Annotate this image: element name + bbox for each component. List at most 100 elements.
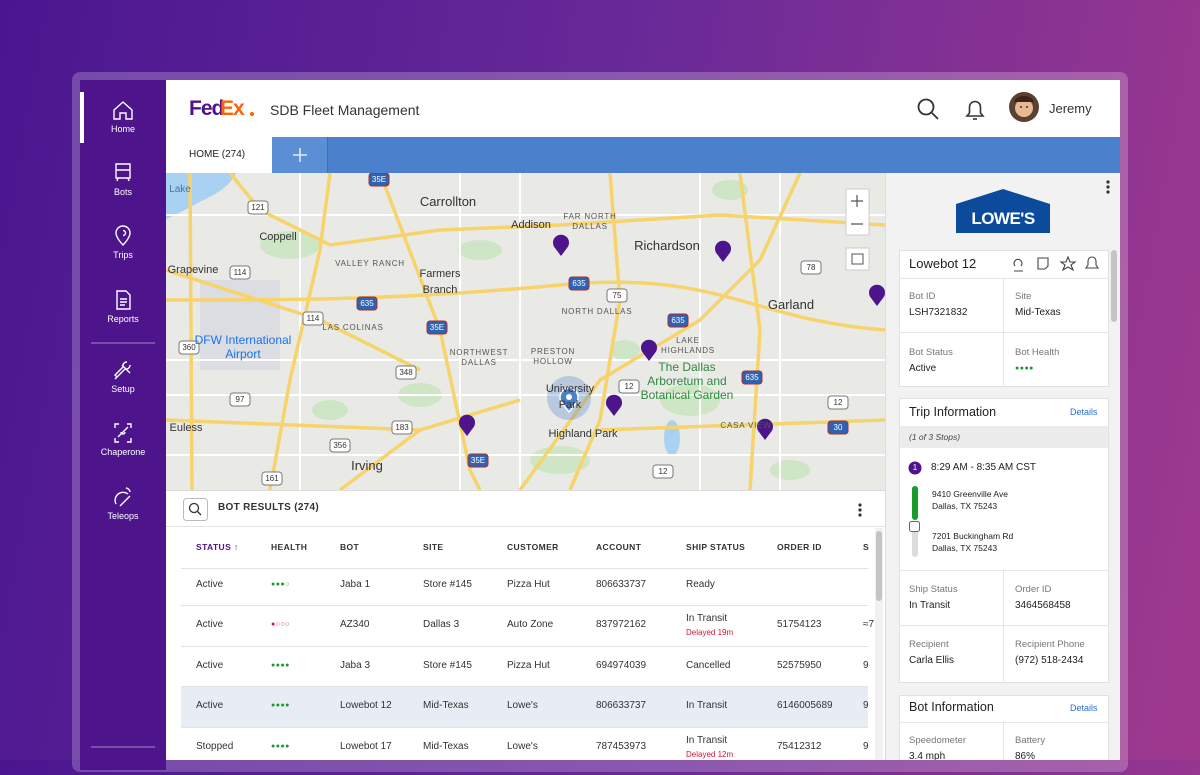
header-icons	[917, 92, 1039, 122]
search-glyph	[188, 502, 200, 514]
shield-label: 635	[360, 299, 374, 308]
shield-label: 12	[658, 467, 668, 476]
column-header[interactable]: HEALTH	[271, 542, 308, 552]
cell-status: Stopped	[196, 741, 234, 752]
details-link[interactable]: Details	[1070, 407, 1098, 417]
bell-icon[interactable]	[965, 100, 985, 120]
row-highlight	[181, 686, 868, 727]
field-label: Recipient Phone	[1015, 639, 1085, 650]
field-value: 86%	[1015, 751, 1036, 760]
park	[312, 400, 348, 420]
user-name[interactable]: Jeremy	[1049, 101, 1092, 116]
highway-shield	[568, 276, 590, 291]
map-label: Addison	[511, 219, 551, 231]
bot-pin[interactable]	[553, 234, 569, 256]
column-header[interactable]: ACCOUNT	[596, 542, 642, 552]
bot-pin[interactable]	[459, 414, 475, 436]
brand-logo	[956, 189, 1050, 233]
step-badge	[908, 461, 922, 475]
column-header[interactable]: ORDER ID	[777, 542, 822, 552]
column-header[interactable]: SITE	[423, 542, 444, 552]
selected-pin	[559, 387, 579, 414]
highway-shield	[247, 200, 269, 215]
field-label: Bot ID	[909, 291, 936, 302]
nav-label[interactable]: Trips	[113, 250, 133, 260]
map-label: Irving	[351, 458, 383, 473]
bot-name: Lowebot 12	[909, 256, 977, 271]
nav-label[interactable]: Teleops	[107, 511, 139, 521]
tab-label[interactable]: HOME (274)	[189, 149, 246, 160]
cell-delay: Delayed 19m	[686, 628, 734, 637]
column-header[interactable]: S	[863, 542, 870, 552]
highway-shield	[395, 365, 417, 380]
cell-site: Store #145	[423, 660, 472, 671]
cell-customer: Pizza Hut	[507, 660, 550, 671]
field-value: ●●●●	[1015, 365, 1034, 372]
cell-order-id: 51754123	[777, 619, 822, 630]
cell-order-id: 52575950	[777, 660, 822, 671]
tab-add[interactable]	[272, 137, 328, 173]
map-label: Highland Park	[548, 428, 618, 440]
bot-pin[interactable]	[606, 394, 622, 416]
cell-bot: Jaba 3	[340, 660, 371, 671]
highway-shield	[329, 438, 351, 453]
nav-label[interactable]: Home	[110, 124, 135, 134]
kebab-dot	[1106, 190, 1110, 194]
column-header[interactable]: BOT	[340, 542, 360, 552]
highway-shield	[229, 265, 251, 280]
column-header[interactable]: SHIP STATUS	[686, 542, 746, 552]
shield-label: 121	[251, 203, 265, 212]
bot-pin[interactable]	[757, 418, 773, 440]
highway-shield	[261, 471, 283, 486]
cell-s: ≈7	[863, 619, 875, 630]
field-value: 3464568458	[1015, 600, 1071, 611]
tab-active[interactable]	[166, 137, 272, 173]
bot-pin[interactable]	[868, 284, 885, 306]
detail-panel: LOWE'S Lowebot 12 Bot ID LSH7321832 Site Mid-…	[885, 173, 1120, 760]
highway-shield	[467, 453, 489, 468]
cell-bot: Lowebot 17	[340, 741, 392, 752]
cell-account: 806633737	[596, 700, 647, 711]
map-label: LAKE HIGHLANDS	[661, 336, 715, 355]
kebab-dot	[858, 508, 862, 512]
sidebar	[80, 80, 166, 770]
column-header[interactable]: STATUS ↑	[196, 542, 239, 552]
active-indicator	[80, 92, 84, 143]
cell-s: 9	[863, 700, 869, 711]
results-panel: BOT RESULTS (274) STATUS ↑ HEALTH BOT SITE CU…	[166, 490, 885, 760]
highway-shield	[800, 260, 822, 275]
progress-remaining	[912, 526, 918, 557]
shield-label: 12	[833, 398, 843, 407]
bot-pin[interactable]	[715, 240, 731, 262]
highway-shield	[391, 420, 413, 435]
table-lines	[166, 498, 885, 760]
nav-icon	[113, 101, 133, 120]
details-link[interactable]: Details	[1070, 703, 1098, 713]
avatar[interactable]	[1009, 92, 1039, 122]
cell-status: Active	[196, 660, 224, 671]
cell-s: 9	[863, 741, 869, 752]
cell-ship-status: Cancelled	[686, 660, 731, 671]
search-icon[interactable]	[917, 98, 939, 120]
bot-pin[interactable]	[641, 339, 657, 361]
map-label: Lake	[169, 184, 191, 195]
shield-label: 183	[395, 423, 409, 432]
logo-ex: Ex	[220, 97, 245, 120]
logo-dot	[250, 112, 254, 116]
column-header[interactable]: CUSTOMER	[507, 542, 559, 552]
highway	[166, 280, 885, 332]
cell-customer: Pizza Hut	[507, 579, 550, 590]
nav-label[interactable]: Chaperone	[100, 447, 146, 457]
nav-label[interactable]: Setup	[111, 384, 135, 394]
map-label: PRESTON HOLLOW	[530, 347, 576, 366]
shield-label: 114	[233, 268, 247, 277]
detail-shapes	[899, 180, 1117, 760]
highway-shield	[667, 313, 689, 328]
map: 35E 121 635 75 114 78 635 114 35E 635 360 348 12 635 9…	[166, 173, 885, 490]
nav-label[interactable]: Reports	[107, 314, 139, 324]
nav-label[interactable]: Bots	[113, 187, 132, 197]
shield-label: 97	[235, 395, 245, 404]
field-value: In Transit	[909, 600, 951, 611]
park	[458, 240, 502, 260]
map-label: CASA VIEW	[720, 421, 772, 430]
